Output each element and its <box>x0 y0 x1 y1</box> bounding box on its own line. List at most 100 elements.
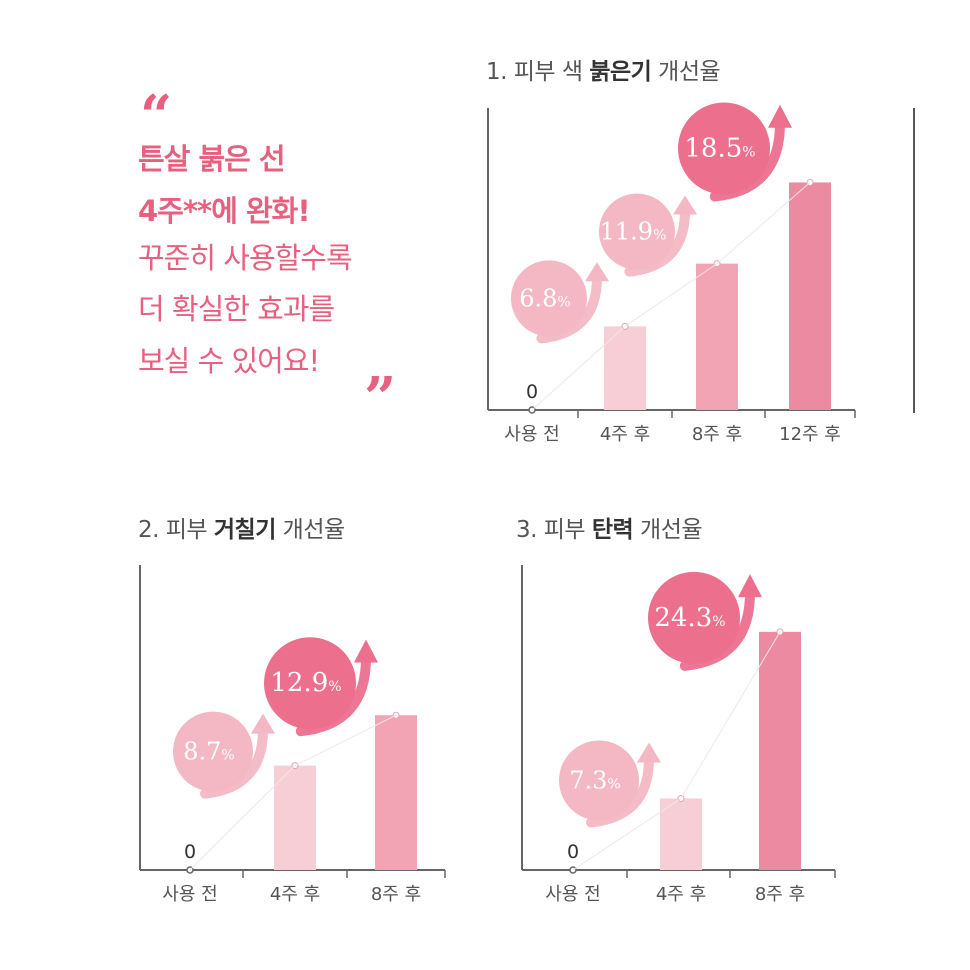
chart-1-title: 1. 피부 색 붉은기 개선율 <box>486 52 721 86</box>
arrow-icon <box>536 272 602 344</box>
data-label-percent: % <box>557 294 570 310</box>
bar <box>604 326 646 410</box>
data-label-number: 24.3 <box>654 603 712 633</box>
value-bubble: 18.5% <box>678 102 792 202</box>
close-quote-icon: ” <box>364 365 397 431</box>
data-label: 8.7% <box>183 738 234 766</box>
data-label-number: 6.8 <box>519 284 557 312</box>
x-tick-label: 사용 전 <box>162 884 217 905</box>
data-label-percent: % <box>742 144 755 160</box>
data-label: 24.3% <box>654 603 725 633</box>
data-label: 0 <box>526 381 538 403</box>
promo-line-3: 꾸준히 사용할수록 <box>138 241 353 275</box>
x-tick-label: 8주 후 <box>755 884 805 905</box>
bubble-circle <box>678 102 770 195</box>
arrowhead-icon <box>768 104 792 128</box>
promo-line-2: 4주**에 완화! <box>138 194 311 228</box>
data-label-percent: % <box>653 228 666 244</box>
data-label: 0 <box>567 841 579 863</box>
x-tick-label: 8주 후 <box>371 884 421 905</box>
promo-line-5: 보실 수 있어요! <box>138 344 320 378</box>
chart-2-title-suffix: 개선율 <box>275 517 345 543</box>
chart-3-title-suffix: 개선율 <box>633 517 703 543</box>
bar <box>696 263 738 410</box>
data-label: 11.9% <box>600 218 667 246</box>
data-label-number: 18.5 <box>684 133 742 163</box>
bar <box>375 715 417 870</box>
arrowhead-icon <box>585 262 609 282</box>
bar <box>759 631 801 870</box>
promo-line-4: 더 확실한 효과를 <box>138 292 335 326</box>
arrow-icon <box>624 205 690 277</box>
bubble-circle <box>599 193 675 270</box>
divider-line <box>913 108 915 413</box>
bubble-circle <box>264 637 356 730</box>
x-tick-label: 8주 후 <box>692 424 742 445</box>
arrow-icon <box>200 724 268 799</box>
arrow-icon <box>679 587 755 671</box>
value-bubble: 11.9% <box>599 193 697 277</box>
arrowhead-icon <box>354 639 378 663</box>
x-tick-label: 12주 후 <box>779 424 841 445</box>
value-bubble: 7.3% <box>559 740 661 828</box>
chart-3-title-prefix: 3. 피부 <box>516 517 592 543</box>
chart-2-title: 2. 피부 거칠기 개선율 <box>138 510 345 544</box>
chart-3-title-highlight: 탄력 <box>591 517 634 543</box>
x-tick-label: 4주 후 <box>270 884 320 905</box>
chart-1-title-highlight: 붉은기 <box>589 59 652 85</box>
data-label-percent: % <box>328 679 341 695</box>
trend-line <box>189 765 296 871</box>
arrow-icon <box>586 753 654 828</box>
arrow-icon <box>295 652 371 737</box>
data-label-number: 12.9 <box>270 668 328 698</box>
chart-3: 사용 전 0 4주 후 7.3% 8주 후 24.3% <box>521 565 836 905</box>
trend-line <box>680 631 781 799</box>
bubble-circle <box>511 260 587 337</box>
chart-1-title-suffix: 개선율 <box>651 59 721 85</box>
value-bubble: 8.7% <box>173 711 275 799</box>
value-bubble: 24.3% <box>648 571 762 671</box>
chart-2-title-prefix: 2. 피부 <box>138 517 214 543</box>
data-label-number: 11.9 <box>600 218 653 246</box>
arrowhead-icon <box>637 742 661 763</box>
bubble-circle <box>559 740 639 821</box>
data-label-percent: % <box>712 614 725 630</box>
trend-line <box>294 714 397 767</box>
promo-quote: “ 튼살 붉은 선 4주**에 완화! 꾸준히 사용할수록 더 확실한 효과를 … <box>138 83 408 426</box>
data-label: 6.8% <box>519 284 570 312</box>
chart-2: 사용 전 0 4주 후 8.7% 8주 후 12.9% <box>139 565 446 905</box>
data-label: 7.3% <box>569 766 620 794</box>
arrowhead-icon <box>673 195 697 215</box>
x-tick-label: 사용 전 <box>504 424 559 445</box>
open-quote-icon: “ <box>140 83 173 149</box>
x-tick-label: 4주 후 <box>600 424 650 445</box>
arrow-icon <box>709 118 785 202</box>
value-bubble: 6.8% <box>511 260 609 344</box>
bubble-circle <box>173 711 253 792</box>
trend-line <box>716 182 811 265</box>
x-tick-label: 4주 후 <box>656 884 706 905</box>
data-label: 12.9% <box>270 668 341 698</box>
arrowhead-icon <box>251 713 275 734</box>
x-tick-label: 사용 전 <box>545 884 600 905</box>
arrowhead-icon <box>738 574 762 598</box>
trend-line <box>572 798 682 871</box>
bubble-circle <box>648 571 740 664</box>
data-label: 0 <box>184 841 196 863</box>
data-label-number: 8.7 <box>183 738 221 766</box>
value-bubble: 12.9% <box>264 637 378 737</box>
chart-3-title: 3. 피부 탄력 개선율 <box>516 510 703 544</box>
data-label-percent: % <box>221 748 234 764</box>
chart-1: 사용 전 0 4주 후 6.8% 8주 후 11.9% 12주 후 18.5% <box>487 102 856 445</box>
bar <box>660 798 702 870</box>
chart-2-title-highlight: 거칠기 <box>213 517 276 543</box>
data-label-number: 7.3 <box>569 766 607 794</box>
bar <box>789 182 831 410</box>
promo-line-1: 튼살 붉은 선 <box>138 142 286 176</box>
chart-1-title-prefix: 1. 피부 색 <box>486 59 590 85</box>
bar <box>274 765 316 870</box>
trend-line <box>531 325 626 411</box>
data-label-percent: % <box>607 776 620 792</box>
trend-line <box>624 263 718 327</box>
